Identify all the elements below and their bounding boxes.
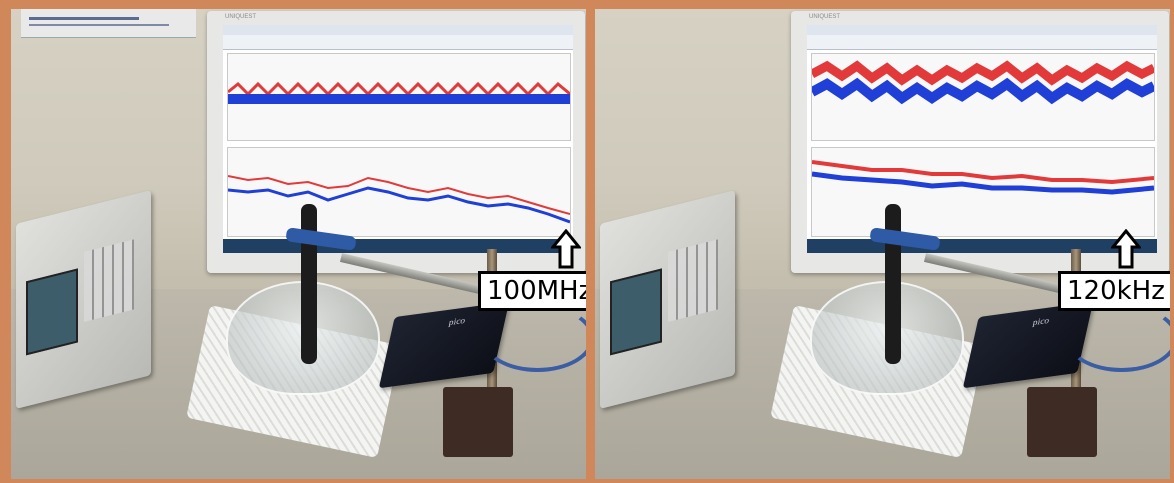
- trace-red-top: [227, 81, 571, 97]
- waveform-plot-bottom: [227, 147, 571, 237]
- waveform-plot-top: [227, 53, 571, 141]
- monitor: UNIQUEST: [791, 11, 1169, 273]
- waveform-plot-top: [809, 53, 1157, 141]
- trace-blue-bottom: [811, 171, 1155, 195]
- up-arrow-icon: [1111, 229, 1141, 269]
- stand-base: [1027, 387, 1097, 457]
- waveform-top-svg: [227, 81, 571, 104]
- window-titlebar: [807, 25, 1157, 35]
- generator-display: [610, 268, 662, 356]
- pico-logo: pico: [1031, 315, 1051, 328]
- photo-panel-left: UNIQUEST pic: [11, 9, 586, 479]
- blue-cable: [1065, 304, 1170, 372]
- function-generator: [600, 190, 735, 409]
- trace-blue-bottom: [227, 186, 571, 224]
- generator-keypad: [84, 239, 134, 322]
- up-arrow-icon: [551, 229, 581, 269]
- monitor: UNIQUEST: [207, 11, 585, 273]
- generator-keypad: [668, 239, 718, 322]
- waveform-bottom-svg: [227, 175, 571, 224]
- stand-base: [443, 387, 513, 457]
- pico-logo: pico: [447, 315, 467, 328]
- wall-poster: [21, 9, 196, 38]
- monitor-brand: UNIQUEST: [809, 14, 841, 20]
- generator-display: [26, 268, 78, 356]
- monitor-brand: UNIQUEST: [225, 14, 257, 20]
- monitor-screen: [807, 25, 1157, 253]
- waveform-bottom-svg: [811, 160, 1155, 195]
- monitor-screen: [223, 25, 573, 253]
- photo-panel-right: UNIQUEST pic: [595, 9, 1170, 479]
- waveform-top-svg: [809, 60, 1157, 105]
- trace-red-bottom: [227, 175, 571, 215]
- scope-toolbar: [807, 35, 1157, 50]
- frequency-label-right: 120kHz: [1058, 271, 1170, 311]
- os-taskbar: [223, 239, 573, 253]
- window-titlebar: [223, 25, 573, 35]
- blue-cable: [481, 304, 586, 372]
- frequency-label-left: 100MHz: [478, 271, 586, 311]
- trace-blue-top: [809, 77, 1157, 105]
- probe-black-sleeve: [885, 204, 901, 364]
- function-generator: [16, 190, 151, 409]
- waveform-plot-bottom: [811, 147, 1155, 237]
- probe-black-sleeve: [301, 204, 317, 364]
- trace-red-top: [809, 60, 1157, 86]
- os-taskbar: [807, 239, 1157, 253]
- trace-red-bottom: [811, 160, 1155, 185]
- trace-blue-top: [228, 94, 570, 104]
- scope-toolbar: [223, 35, 573, 50]
